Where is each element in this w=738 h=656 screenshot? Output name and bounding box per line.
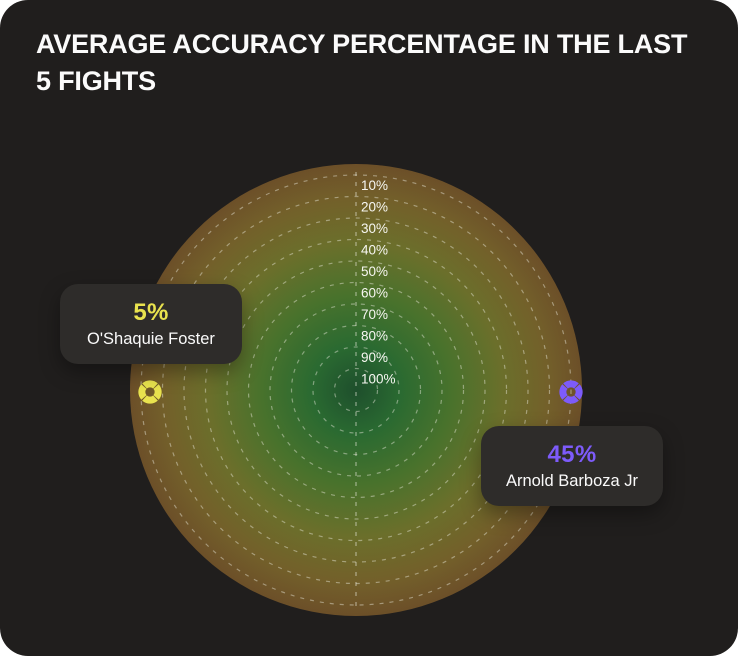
tooltip-arnold-barboza: 45% Arnold Barboza Jr — [481, 426, 663, 506]
tooltip-name-barboza: Arnold Barboza Jr — [505, 472, 639, 490]
marker-arnold-barboza[interactable] — [557, 378, 585, 406]
svg-text:60%: 60% — [361, 286, 388, 301]
svg-text:80%: 80% — [361, 329, 388, 344]
svg-text:100%: 100% — [361, 372, 396, 387]
chart-title: AVERAGE ACCURACY PERCENTAGE IN THE LAST … — [36, 29, 688, 96]
tooltip-name-foster: O'Shaquie Foster — [87, 330, 215, 348]
svg-text:70%: 70% — [361, 307, 388, 322]
clover-target-icon — [136, 380, 164, 410]
svg-text:30%: 30% — [361, 221, 388, 236]
tooltip-value-barboza: 45% — [547, 441, 597, 468]
svg-text:50%: 50% — [361, 264, 388, 279]
svg-text:10%: 10% — [361, 178, 388, 193]
clover-target-icon — [557, 380, 585, 410]
tooltip-value-foster: 5% — [133, 299, 169, 326]
svg-text:20%: 20% — [361, 200, 388, 215]
svg-text:40%: 40% — [361, 243, 388, 258]
marker-oshaquie-foster[interactable] — [136, 378, 164, 406]
chart-gradient-disc — [130, 164, 582, 616]
svg-text:90%: 90% — [361, 350, 388, 365]
tooltip-oshaquie-foster: 5% O'Shaquie Foster — [60, 284, 242, 364]
